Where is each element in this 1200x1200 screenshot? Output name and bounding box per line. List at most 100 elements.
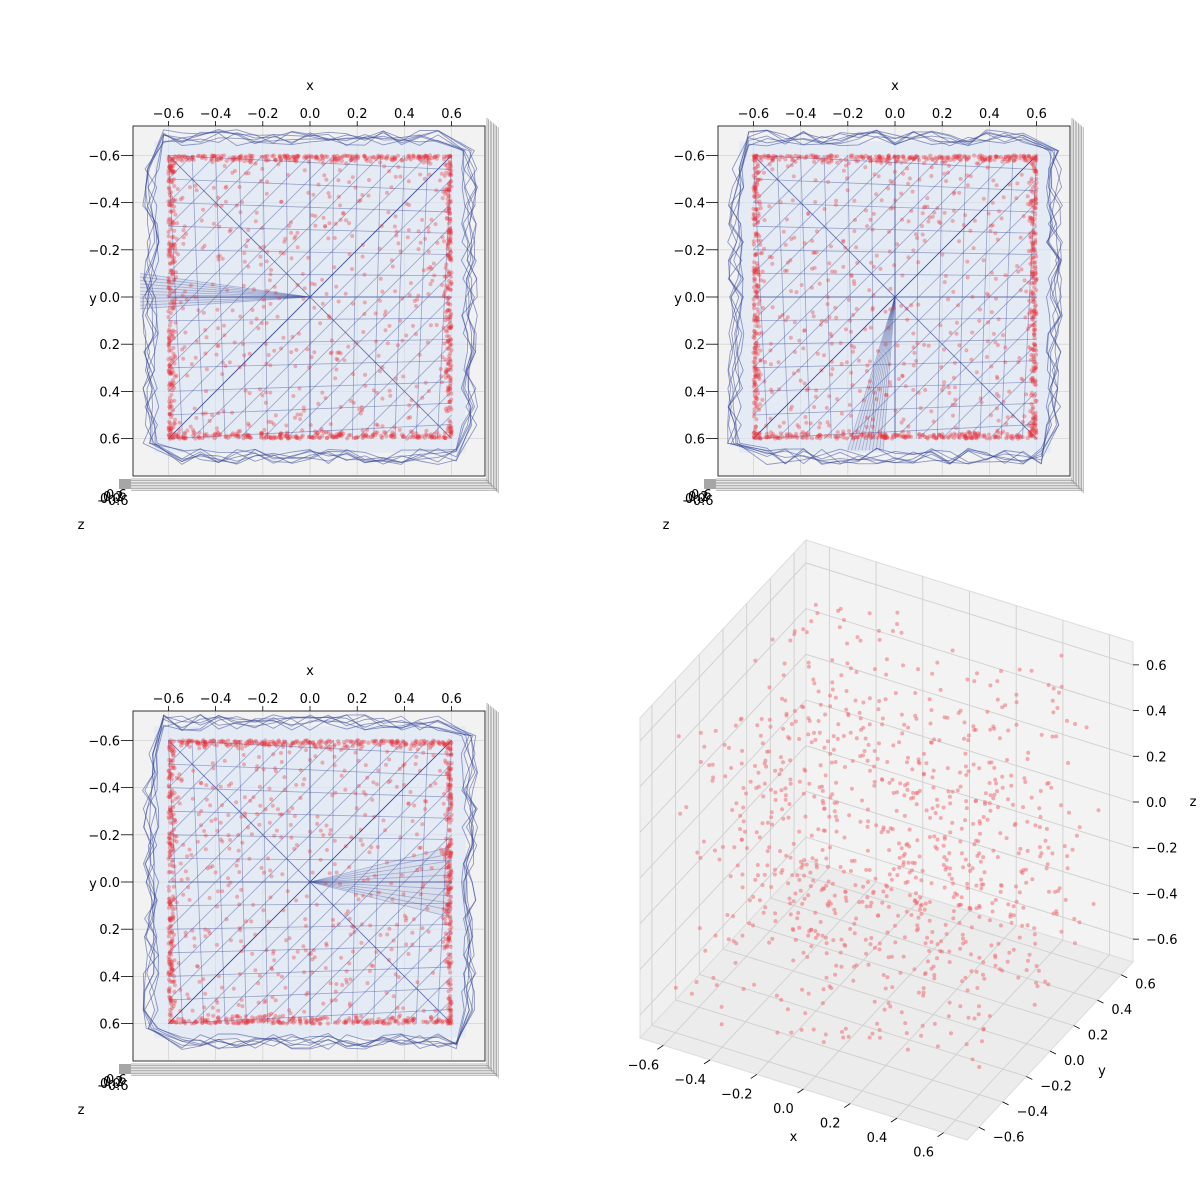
data-point [756, 873, 760, 878]
data-point [754, 383, 759, 388]
data-point [992, 435, 997, 440]
data-point [170, 857, 175, 863]
data-point [1014, 154, 1019, 159]
data-point [762, 246, 766, 251]
data-point [259, 1018, 264, 1023]
data-point [446, 362, 451, 367]
data-point [407, 203, 412, 207]
data-point [317, 435, 322, 440]
data-point [789, 289, 793, 294]
data-point [840, 1029, 844, 1034]
data-point [445, 296, 451, 301]
data-point [845, 188, 850, 193]
data-point [952, 361, 957, 365]
data-point [447, 169, 452, 175]
data-point [449, 761, 454, 766]
data-point [284, 155, 289, 160]
data-point [394, 784, 399, 789]
data-point [444, 188, 449, 193]
data-point [292, 154, 297, 159]
data-point [785, 433, 790, 438]
data-point [232, 156, 237, 162]
data-point [428, 282, 433, 287]
data-point [282, 153, 287, 158]
data-point [166, 432, 172, 437]
data-point [216, 431, 221, 436]
data-point [419, 866, 424, 871]
data-point [448, 287, 453, 292]
data-point [883, 309, 888, 314]
data-point [925, 196, 930, 201]
data-point [411, 153, 416, 158]
data-point [951, 155, 956, 160]
data-point [363, 384, 368, 388]
data-point [982, 434, 987, 439]
data-point [753, 360, 758, 365]
data-point [388, 778, 393, 783]
data-point [174, 236, 179, 241]
data-point [259, 179, 263, 183]
data-point [393, 156, 398, 162]
data-point [972, 842, 977, 847]
data-point [357, 1018, 362, 1023]
data-point [906, 430, 911, 435]
data-point [783, 157, 788, 162]
data-point [919, 1033, 924, 1038]
data-point [400, 158, 405, 163]
data-point [262, 1014, 267, 1019]
data-point [382, 430, 387, 435]
data-point [809, 944, 814, 949]
data-point [813, 394, 818, 399]
data-point [448, 164, 453, 169]
data-point [838, 865, 843, 869]
data-point [849, 869, 853, 873]
data-point [332, 434, 337, 439]
data-point [310, 870, 315, 875]
data-point [258, 387, 262, 392]
data-point [449, 270, 454, 275]
data-point [762, 218, 767, 223]
data-point [375, 782, 379, 787]
data-point [1005, 159, 1010, 164]
data-point [424, 850, 429, 855]
data-point [761, 794, 766, 799]
data-point [991, 848, 996, 853]
data-point [881, 827, 886, 832]
data-point [792, 235, 797, 240]
data-point [213, 817, 218, 822]
data-point [387, 757, 392, 762]
data-point [906, 181, 911, 186]
data-point [170, 272, 175, 277]
fan-edge [140, 296, 311, 310]
data-point [334, 870, 339, 875]
data-point [168, 249, 173, 254]
data-point [190, 928, 195, 933]
data-point [954, 425, 958, 430]
data-point [312, 305, 317, 310]
data-point [1012, 158, 1016, 163]
data-point [186, 885, 191, 890]
data-point [980, 154, 985, 159]
data-point [957, 190, 962, 195]
data-point [424, 153, 429, 158]
data-point [353, 892, 358, 897]
data-point [281, 251, 286, 256]
data-point [448, 752, 453, 757]
data-point [446, 338, 451, 343]
data-point [170, 939, 175, 944]
data-point [1017, 667, 1022, 672]
data-point [329, 432, 334, 437]
data-point [1014, 434, 1019, 439]
data-point [810, 238, 815, 243]
data-point [379, 224, 384, 228]
data-point [166, 427, 171, 432]
data-point [1034, 201, 1039, 206]
data-point [237, 428, 243, 434]
data-point [404, 942, 409, 947]
data-point [1030, 290, 1035, 295]
data-point [446, 424, 451, 429]
data-point [676, 734, 681, 739]
data-point [344, 153, 349, 158]
data-point [183, 436, 188, 441]
data-point [448, 364, 453, 370]
